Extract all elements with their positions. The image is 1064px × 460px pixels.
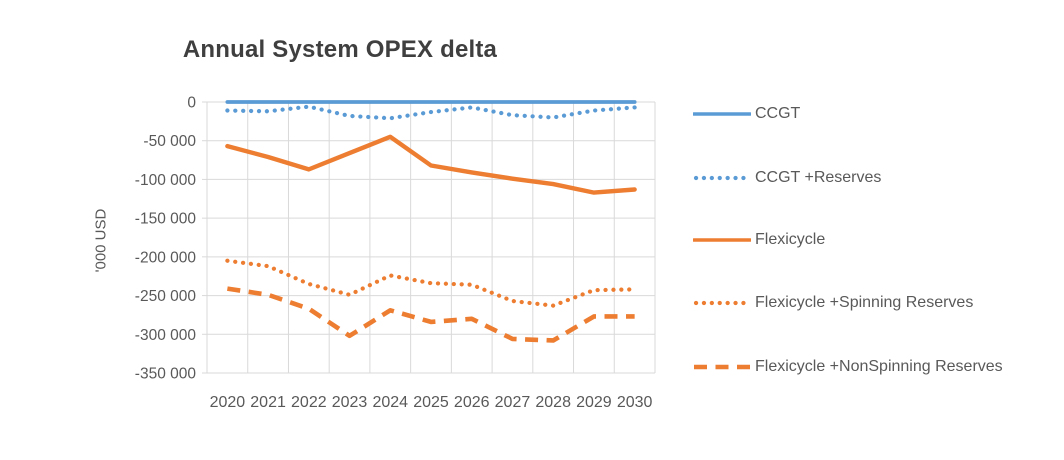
legend-label: Flexicycle +NonSpinning Reserves — [755, 358, 1003, 375]
y-tick-label: -100 000 — [135, 172, 197, 189]
legend-label: Flexicycle +Spinning Reserves — [755, 294, 974, 311]
y-tick-label: -50 000 — [143, 133, 196, 150]
series-line-ccgt-reserves — [225, 104, 637, 121]
series-line-flexicycle-spinning-reserves — [225, 258, 637, 308]
y-tick-label: 0 — [187, 95, 196, 112]
legend-item-flexicycle-nonspinning-reserves: Flexicycle +NonSpinning Reserves — [693, 355, 1005, 378]
x-tick-label: 2028 — [535, 394, 571, 411]
x-tick-label: 2024 — [372, 394, 408, 411]
legend-item-ccgt: CCGT — [693, 102, 1005, 125]
y-tick-label: -200 000 — [135, 249, 197, 266]
y-tick-label: -300 000 — [135, 327, 197, 344]
y-tick-label: -250 000 — [135, 288, 197, 305]
x-tick-label: 2022 — [291, 394, 327, 411]
x-tick-label: 2020 — [210, 394, 246, 411]
legend-item-ccgt-reserves: CCGT +Reserves — [693, 166, 1005, 189]
x-tick-label: 2030 — [617, 394, 653, 411]
y-tick-label: -350 000 — [135, 366, 197, 383]
x-tick-label: 2023 — [332, 394, 368, 411]
x-tick-label: 2025 — [413, 394, 449, 411]
legend-swatch-dashed — [694, 364, 750, 370]
legend-swatch-dotted — [693, 175, 751, 181]
chart-title: Annual System OPEX delta — [182, 36, 498, 63]
series-line-flexicycle — [225, 134, 637, 195]
x-tick-label: 2029 — [576, 394, 612, 411]
x-tick-label: 2027 — [495, 394, 531, 411]
legend-swatch-solid — [693, 238, 751, 242]
legend-label: CCGT +Reserves — [755, 169, 882, 186]
y-tick-label: -150 000 — [135, 211, 197, 228]
legend-label: Flexicycle — [755, 231, 826, 248]
legend-item-flexicycle: Flexicycle — [693, 228, 1005, 251]
legend-swatch-dotted — [693, 300, 751, 306]
x-tick-label: 2021 — [250, 394, 286, 411]
x-tick-label: 2026 — [454, 394, 490, 411]
legend-swatch-solid — [693, 112, 751, 116]
legend-label: CCGT — [755, 105, 801, 122]
legend-item-flexicycle-spinning-reserves: Flexicycle +Spinning Reserves — [693, 291, 1005, 314]
series-line-flexicycle-nonspinning-reserves — [227, 286, 635, 343]
